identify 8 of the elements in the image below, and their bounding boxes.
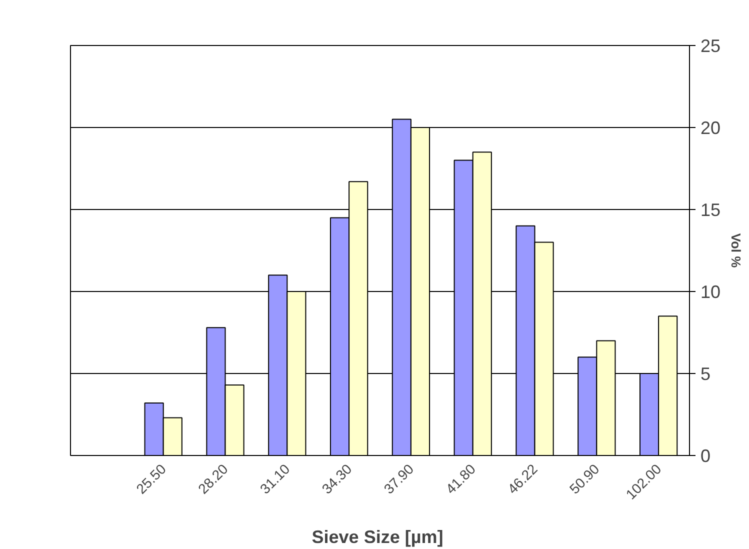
x-axis-title: Sieve Size [µm]	[312, 526, 444, 547]
y-tick-label: 25	[700, 36, 721, 56]
y-tick-label: 10	[700, 282, 721, 302]
y-tick-label: 20	[700, 118, 721, 138]
y-tick-label: 0	[700, 446, 711, 466]
y-axis-title: Vol %	[728, 233, 744, 268]
y-tick-label: 15	[700, 200, 721, 220]
y-tick-label: 5	[700, 364, 711, 384]
